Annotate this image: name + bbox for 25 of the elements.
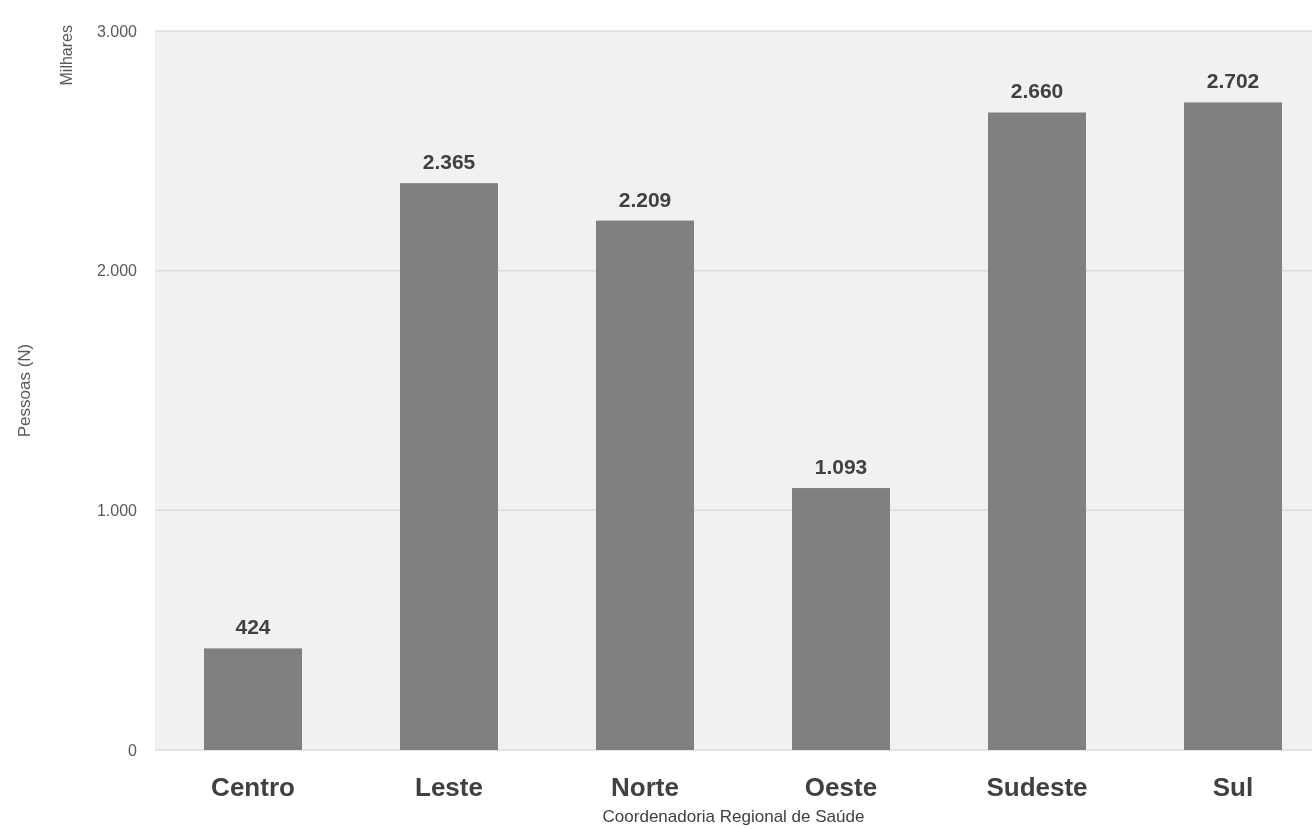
bar	[204, 648, 302, 750]
bar	[1184, 102, 1282, 750]
y-tick-label: 1.000	[96, 501, 138, 519]
y-tick-label: 3.000	[96, 22, 138, 40]
bar	[400, 183, 498, 750]
y-tick-label: 0	[128, 741, 138, 759]
bar	[596, 220, 694, 750]
x-axis-title: Coordenadoria Regional de Saúde	[602, 807, 865, 826]
x-tick-label: Leste	[415, 772, 483, 802]
text: Milhares	[58, 25, 75, 86]
y-tick-label: 2.000	[96, 262, 138, 280]
x-tick-label: Sul	[1212, 772, 1254, 802]
bar	[792, 488, 890, 750]
y-axis-title: Pessoas (N)	[15, 343, 34, 438]
data-label: 424	[235, 615, 271, 639]
x-tick-label: Centro	[211, 772, 295, 802]
x-tick-label: Norte	[611, 772, 679, 802]
data-label: 2.702	[1206, 69, 1260, 93]
x-tick-label: Sudeste	[986, 772, 1088, 802]
data-label: 2.660	[1010, 79, 1064, 103]
bar	[988, 112, 1086, 750]
data-label: 2.209	[618, 187, 672, 211]
x-tick-label: Oeste	[804, 772, 878, 802]
data-label: 1.093	[814, 455, 868, 479]
data-label: 2.365	[422, 150, 476, 174]
